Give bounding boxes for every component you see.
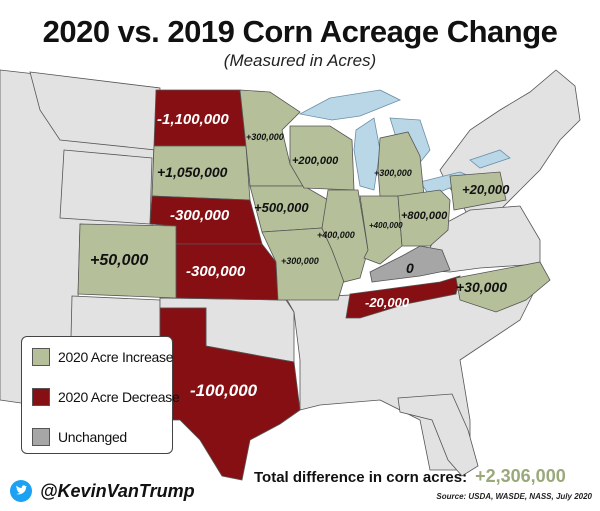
label-kentucky: 0 bbox=[406, 260, 414, 276]
source-note: Source: USDA, WASDE, NASS, July 2020 bbox=[436, 492, 592, 501]
state-pennsylvania bbox=[449, 171, 507, 211]
label-pennsylvania: +20,000 bbox=[462, 182, 510, 197]
state-indiana bbox=[359, 195, 403, 265]
label-north-dakota: -1,100,000 bbox=[157, 111, 229, 128]
map-title: 2020 vs. 2019 Corn Acreage Change bbox=[42, 14, 558, 49]
legend-swatch-decrease bbox=[32, 388, 50, 406]
state-north-carolina bbox=[455, 261, 551, 313]
legend-item-unchanged: Unchanged bbox=[32, 427, 127, 447]
twitter-bird-icon bbox=[10, 480, 32, 502]
legend: 2020 Acre Increase 2020 Acre Decrease Un… bbox=[21, 336, 180, 454]
legend-swatch-unchanged bbox=[32, 428, 50, 446]
state-texas bbox=[159, 307, 301, 481]
state-wyoming bbox=[59, 149, 153, 225]
label-iowa: +500,000 bbox=[254, 200, 309, 215]
label-ohio: +800,000 bbox=[401, 210, 448, 222]
state-ohio bbox=[397, 189, 451, 247]
label-south-dakota: +1,050,000 bbox=[157, 164, 228, 180]
legend-label-unchanged: Unchanged bbox=[58, 429, 127, 445]
twitter-handle[interactable]: @KevinVanTrump bbox=[40, 480, 195, 501]
twitter-credit: @KevinVanTrump bbox=[10, 480, 195, 502]
state-tennessee bbox=[345, 275, 461, 319]
legend-item-increase: 2020 Acre Increase bbox=[32, 347, 174, 367]
legend-item-decrease: 2020 Acre Decrease bbox=[32, 387, 180, 407]
total-difference: Total difference in corn acres: +2,306,0… bbox=[254, 466, 566, 487]
label-indiana: +400,000 bbox=[369, 221, 403, 230]
label-illinois: +400,000 bbox=[317, 230, 355, 240]
label-kansas: -300,000 bbox=[186, 263, 246, 280]
state-kentucky bbox=[369, 245, 451, 283]
label-tennessee: -20,000 bbox=[365, 295, 410, 310]
label-minnesota: +300,000 bbox=[246, 132, 284, 142]
label-nebraska: -300,000 bbox=[170, 207, 230, 224]
state-illinois bbox=[321, 189, 369, 283]
total-label: Total difference in corn acres: bbox=[254, 469, 468, 486]
legend-label-increase: 2020 Acre Increase bbox=[58, 349, 174, 365]
legend-swatch-increase bbox=[32, 348, 50, 366]
state-colorado bbox=[77, 223, 177, 299]
label-colorado: +50,000 bbox=[90, 252, 148, 269]
label-missouri: +300,000 bbox=[281, 256, 319, 266]
label-michigan: +300,000 bbox=[374, 168, 412, 178]
total-value: +2,306,000 bbox=[475, 466, 566, 486]
state-southeast-us bbox=[285, 279, 541, 471]
label-wisconsin: +200,000 bbox=[292, 155, 339, 167]
map-subtitle: (Measured in Acres) bbox=[223, 51, 377, 70]
label-texas: -100,000 bbox=[190, 381, 258, 400]
state-florida bbox=[397, 393, 479, 477]
legend-label-decrease: 2020 Acre Decrease bbox=[58, 389, 180, 405]
state-montana bbox=[29, 71, 161, 151]
label-north-carolina: +30,000 bbox=[456, 279, 507, 295]
